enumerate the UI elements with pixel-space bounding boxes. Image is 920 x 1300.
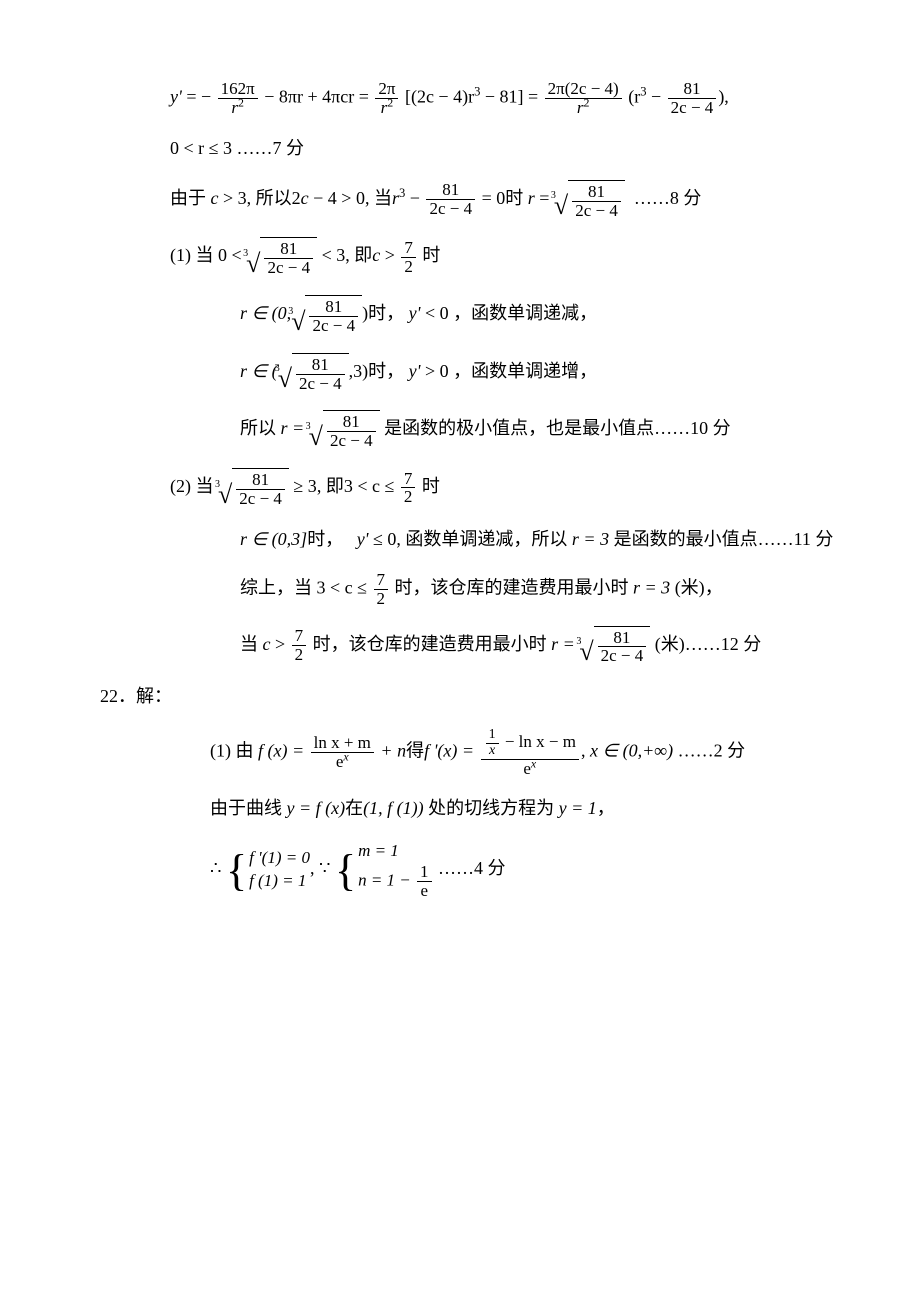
frac-7-2-b: 72 [401, 470, 416, 507]
question-22-header: 22．解： [100, 683, 820, 710]
cuberoot-2: 3√812c − 4 [246, 237, 317, 277]
points-8: ……8 分 [634, 188, 702, 208]
frac-2pi2c4: 2π(2c − 4)r2 [545, 80, 622, 117]
q22-system: ∴ { f '(1) = 0f (1) = 1 , ∵ { m = 1 n = … [100, 840, 820, 900]
case-1-dec: r ∈ (0,3√812c − 4)时， y' < 0 ，函数单调递减， [100, 295, 820, 335]
frac-162pi: 162πr2 [218, 80, 258, 117]
frac-7-2-c: 72 [374, 571, 389, 608]
case-2-dec: r ∈ (0,3]时， y' ≤ 0, 函数单调递减，所以 r = 3 是函数的… [100, 526, 820, 553]
frac-fprime: 1x − ln x − m ex [481, 728, 579, 777]
points-4: ……4 分 [438, 858, 506, 878]
q22-tangent: 由于曲线 y = f (x)在(1, f (1)) 处的切线方程为 y = 1， [100, 795, 820, 822]
document-page: y' = − 162πr2 − 8πr + 4πcr = 2πr2 [(2c −… [0, 0, 920, 1300]
case-1-header: (1) 当 0 < 3√812c − 4 < 3, 即c > 72 时 [100, 237, 820, 277]
var-y: y' [170, 86, 182, 106]
summary-2: 当 c > 72 时，该仓库的建造费用最小时 r = 3√812c − 4 (米… [100, 626, 820, 666]
frac-7-2-d: 72 [292, 627, 307, 664]
cuberoot-5: 3√812c − 4 [309, 410, 380, 450]
frac-2pi: 2πr2 [375, 80, 398, 117]
points-2: ……2 分 [678, 741, 746, 761]
cuberoot-6: 3√812c − 4 [218, 468, 289, 508]
equation-yprime: y' = − 162πr2 − 8πr + 4πcr = 2πr2 [(2c −… [100, 80, 820, 117]
frac-lnxm-ex: ln x + mex [311, 734, 374, 771]
case-1-inc: r ∈ (3√812c − 4,3)时， y' > 0 ，函数单调递增， [100, 353, 820, 393]
system-left: { f '(1) = 0f (1) = 1 [226, 847, 310, 893]
frac-81-2c4-b: 812c − 4 [426, 181, 475, 218]
system-right: { m = 1 n = 1 − 1e [335, 840, 434, 900]
cuberoot-3: 3√812c − 4 [291, 295, 362, 335]
points-7: ……7 分 [237, 138, 305, 158]
frac-81-2c4: 812c − 4 [668, 80, 717, 117]
points-10: ……10 分 [654, 418, 731, 438]
range-r: 0 < r ≤ 3 ……7 分 [100, 135, 820, 162]
case-2-header: (2) 当 3√812c − 4 ≥ 3, 即3 < c ≤ 72 时 [100, 468, 820, 508]
cuberoot-1: 3√812c − 4 [554, 180, 625, 220]
cuberoot-4: 3√812c − 4 [278, 353, 349, 393]
points-11: ……11 分 [758, 529, 834, 549]
frac-7-2-a: 72 [401, 239, 416, 276]
points-12: ……12 分 [685, 633, 762, 653]
case-1-conclusion: 所以 r = 3√812c − 4 是函数的极小值点，也是最小值点……10 分 [100, 410, 820, 450]
q22-part1-fx: (1) 由 f (x) = ln x + mex + n得f '(x) = 1x… [100, 728, 820, 777]
since-c-gt-3: 由于 c > 3, 所以2c − 4 > 0, 当r3 − 812c − 4 =… [100, 180, 820, 220]
cuberoot-7: 3√812c − 4 [579, 626, 650, 666]
summary-1: 综上，当 3 < c ≤ 72 时，该仓库的建造费用最小时 r = 3 (米)， [100, 571, 820, 608]
